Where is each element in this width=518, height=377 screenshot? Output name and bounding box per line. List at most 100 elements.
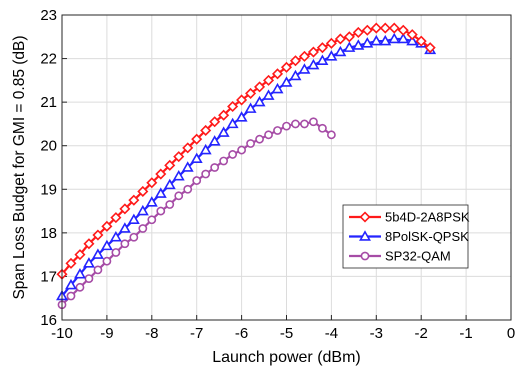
- diamond-marker: [236, 94, 248, 106]
- diamond-marker: [119, 203, 131, 215]
- circle-marker: [318, 123, 327, 133]
- circle-marker: [129, 232, 139, 242]
- diamond-marker: [361, 24, 373, 36]
- triangle-marker: [91, 248, 104, 259]
- circle-marker: [246, 139, 255, 148]
- x-tick-label: -3: [370, 325, 383, 342]
- diamond-marker: [406, 29, 418, 41]
- circle-marker: [66, 291, 76, 301]
- x-tick-labels: -10 -9 -8 -7 -6 -5 -4 -3 -2 -1 0: [51, 325, 515, 342]
- diamond-marker: [164, 159, 176, 171]
- circle-marker: [183, 184, 193, 194]
- triangle-marker: [100, 239, 113, 251]
- circle-marker: [273, 126, 282, 135]
- diamond-marker: [146, 177, 158, 189]
- triangle-marker: [65, 278, 77, 290]
- legend: 5b4D-2A8PSK 8PolSK-QPSK SP32-QAM: [342, 204, 470, 269]
- circle-marker: [102, 256, 112, 266]
- y-tick-label: 21: [40, 94, 57, 111]
- diamond-marker: [289, 55, 302, 67]
- circle-marker: [237, 145, 246, 155]
- diamond-marker: [182, 142, 194, 154]
- diamond-marker: [245, 87, 257, 99]
- circle-marker: [219, 156, 229, 166]
- x-tick-label: -7: [190, 325, 203, 342]
- diamond-marker: [83, 238, 95, 250]
- triangle-marker: [334, 45, 347, 57]
- diamond-marker: [101, 220, 113, 232]
- triangle-marker: [262, 89, 275, 100]
- triangle-marker: [127, 213, 140, 225]
- x-tick-label: -2: [415, 325, 428, 342]
- series-1: [56, 32, 437, 301]
- circle-marker: [120, 239, 130, 249]
- diamond-marker: [388, 22, 400, 34]
- triangle-marker: [163, 178, 176, 190]
- circle-marker: [291, 119, 300, 129]
- diamond-marker: [298, 50, 310, 62]
- diamond-marker: [424, 42, 436, 54]
- diamond-marker: [74, 249, 86, 261]
- triangle-marker: [118, 222, 131, 233]
- circle-marker: [147, 215, 157, 225]
- triangle-marker: [145, 196, 158, 207]
- triangle-marker: [82, 257, 95, 268]
- legend-entry: SP32-QAM: [349, 249, 451, 264]
- diamond-marker: [307, 46, 319, 58]
- circle-marker: [326, 130, 336, 140]
- x-tick-label: -6: [235, 325, 248, 342]
- triangle-marker: [271, 82, 284, 94]
- triangle-marker: [253, 95, 266, 107]
- triangle-marker: [280, 76, 293, 87]
- diamond-marker: [343, 31, 355, 43]
- triangle-marker: [154, 187, 167, 198]
- circle-marker: [192, 176, 202, 185]
- triangle-marker: [235, 111, 248, 122]
- legend-entry: 5b4D-2A8PSK: [349, 210, 470, 225]
- y-tick-label: 20: [40, 138, 57, 155]
- circle-marker: [165, 200, 175, 209]
- y-tick-label: 17: [40, 268, 57, 285]
- circle-marker: [111, 248, 121, 257]
- diamond-marker: [110, 212, 122, 224]
- legend-label: 5b4D-2A8PSK: [385, 210, 470, 225]
- series-2: [57, 117, 336, 310]
- plot-frame: [61, 14, 512, 321]
- series-0: [56, 22, 436, 280]
- x-tick-label: -4: [325, 325, 338, 342]
- diamond-marker: [397, 24, 409, 36]
- circle-marker: [84, 274, 94, 284]
- y-tick-labels: 16 17 18 19 20 21 22 23: [40, 7, 57, 329]
- triangle-marker: [388, 32, 401, 44]
- diamond-marker: [334, 33, 346, 45]
- triangle-marker: [352, 39, 365, 50]
- diamond-marker: [92, 229, 104, 241]
- diamond-marker: [218, 109, 230, 121]
- triangle-marker: [325, 50, 338, 61]
- diamond-marker: [128, 194, 140, 206]
- x-tick-label: -1: [459, 325, 472, 342]
- grid: [61, 14, 512, 321]
- diamond-marker: [137, 185, 149, 197]
- diamond-marker: [155, 168, 167, 180]
- diamond-marker: [263, 74, 275, 86]
- legend-label: SP32-QAM: [385, 249, 451, 264]
- diamond-marker: [191, 133, 203, 145]
- diamond-marker: [227, 100, 239, 113]
- circle-marker: [156, 206, 166, 216]
- triangle-marker: [379, 34, 392, 46]
- triangle-marker: [217, 126, 230, 137]
- diamond-marker: [325, 37, 337, 49]
- circle-marker: [255, 134, 264, 144]
- y-axis-title: Span Loss Budget for GMI = 0.85 (dB): [11, 35, 28, 299]
- triangle-marker: [136, 204, 149, 216]
- y-tick-label: 18: [40, 225, 57, 242]
- x-axis-title: Launch power (dBm): [212, 349, 361, 366]
- triangle-marker: [316, 54, 329, 65]
- legend-entry: 8PolSK-QPSK: [349, 229, 469, 244]
- triangle-marker: [181, 161, 194, 172]
- y-tick-label: 16: [40, 312, 57, 329]
- x-tick-label: -5: [280, 325, 293, 342]
- triangle-marker: [109, 231, 122, 242]
- diamond-marker: [271, 68, 284, 80]
